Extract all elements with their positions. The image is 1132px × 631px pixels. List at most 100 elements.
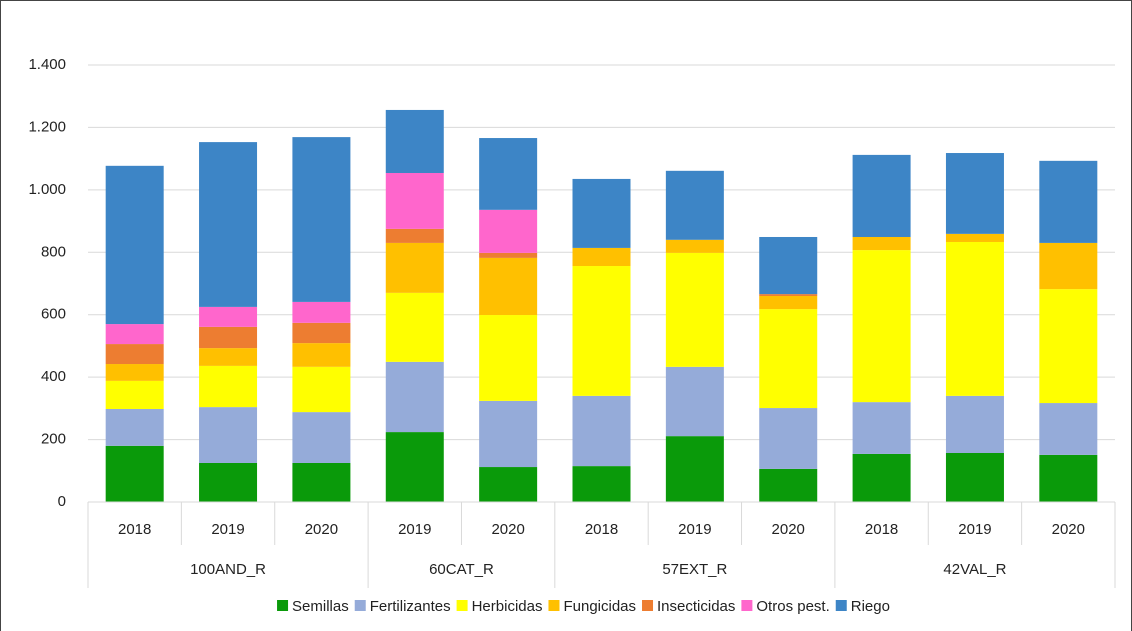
bar-segment — [665, 170, 724, 240]
bar-segment — [1039, 403, 1098, 455]
bar-segment — [199, 407, 258, 463]
legend-swatch — [277, 600, 289, 611]
y-tick-label: 1.200 — [28, 118, 66, 135]
bar-segment — [759, 309, 818, 409]
y-tick-label: 600 — [41, 306, 66, 323]
bar-segment — [759, 408, 818, 469]
bar-segment — [572, 178, 631, 248]
bar-segment — [572, 266, 631, 396]
bar-segment — [479, 138, 538, 210]
bar-segment — [665, 252, 724, 367]
x-tick-label: 2019 — [678, 521, 711, 538]
bar-segment — [1039, 160, 1098, 243]
bar-segment — [852, 402, 911, 454]
legend-swatch — [548, 600, 560, 611]
y-tick-label: 0 — [58, 493, 66, 510]
bar-segment — [385, 292, 444, 362]
y-tick-label: 1.400 — [28, 56, 66, 73]
bar-segment — [479, 257, 538, 316]
bar-segment — [759, 294, 818, 296]
bar-segment — [292, 137, 351, 302]
x-tick-label: 2019 — [211, 521, 244, 538]
bar-segment — [945, 233, 1004, 242]
bar-segment — [572, 395, 631, 467]
bar-segment — [292, 462, 351, 502]
bar-segment — [479, 315, 538, 401]
x-tick-label: 2018 — [585, 521, 618, 538]
bar-segment — [759, 468, 818, 502]
bar-segment — [479, 400, 538, 468]
bar-segment — [572, 247, 631, 267]
bar-segment — [199, 306, 258, 327]
bar-segment — [385, 432, 444, 502]
y-tick-label: 800 — [41, 243, 66, 260]
bar-segment — [105, 324, 164, 345]
bar-segment — [945, 395, 1004, 453]
bar-segment — [105, 380, 164, 409]
bar-segment — [759, 236, 818, 295]
legend-label: Fungicidas — [563, 598, 636, 615]
bar-segment — [105, 344, 164, 365]
x-tick-label: 2020 — [491, 521, 524, 538]
legend-label: Otros pest. — [756, 598, 829, 615]
legend-label: Herbicidas — [472, 598, 543, 615]
bar-segment — [292, 343, 351, 367]
bar-segment — [292, 301, 351, 323]
legend-label: Riego — [851, 598, 890, 615]
bar-segment — [479, 467, 538, 502]
x-tick-label: 2020 — [1052, 521, 1085, 538]
bar-segment — [852, 453, 911, 502]
x-tick-label: 2019 — [958, 521, 991, 538]
legend-label: Fertilizantes — [370, 598, 451, 615]
group-label: 100AND_R — [190, 561, 266, 578]
bar-segment — [479, 209, 538, 253]
bar-segment — [385, 242, 444, 293]
bar-segment — [1039, 242, 1098, 290]
bar-segment — [1039, 454, 1098, 502]
bar-segment — [105, 445, 164, 502]
legend-label: Semillas — [292, 598, 349, 615]
bar-segment — [945, 153, 1004, 234]
y-tick-label: 400 — [41, 368, 66, 385]
bar-segment — [385, 109, 444, 174]
bar-segment — [385, 173, 444, 229]
bar-segment — [385, 361, 444, 433]
legend-swatch — [456, 600, 468, 611]
bar-segment — [945, 452, 1004, 502]
bar-segment — [479, 252, 538, 258]
bar-segment — [105, 165, 164, 325]
x-tick-label: 2020 — [305, 521, 338, 538]
x-tick-label: 2018 — [865, 521, 898, 538]
legend-swatch — [835, 600, 847, 611]
bar-segment — [385, 228, 444, 243]
bar-segment — [852, 250, 911, 403]
bar-segment — [945, 241, 1004, 396]
bar-segment — [665, 239, 724, 253]
bar-segment — [852, 236, 911, 251]
x-tick-label: 2020 — [772, 521, 805, 538]
group-label: 57EXT_R — [662, 561, 727, 578]
bar-segment — [199, 348, 258, 366]
bar-segment — [105, 408, 164, 446]
x-tick-label: 2019 — [398, 521, 431, 538]
bar-segment — [665, 366, 724, 437]
legend-swatch — [642, 600, 654, 611]
legend-label: Insecticidas — [657, 598, 735, 615]
bar-segment — [292, 366, 351, 413]
bar-segment — [292, 322, 351, 344]
group-label: 42VAL_R — [943, 561, 1006, 578]
bar-segment — [199, 462, 258, 502]
legend-swatch — [741, 600, 753, 611]
y-tick-label: 200 — [41, 431, 66, 448]
bar-segment — [665, 436, 724, 502]
legend-swatch — [354, 600, 366, 611]
bar-segment — [199, 326, 258, 349]
x-tick-label: 2018 — [118, 521, 151, 538]
bar-segment — [199, 142, 258, 307]
bar-segment — [199, 365, 258, 408]
bar-segment — [105, 364, 164, 381]
bar-segment — [1039, 289, 1098, 404]
bar-segment — [572, 466, 631, 502]
